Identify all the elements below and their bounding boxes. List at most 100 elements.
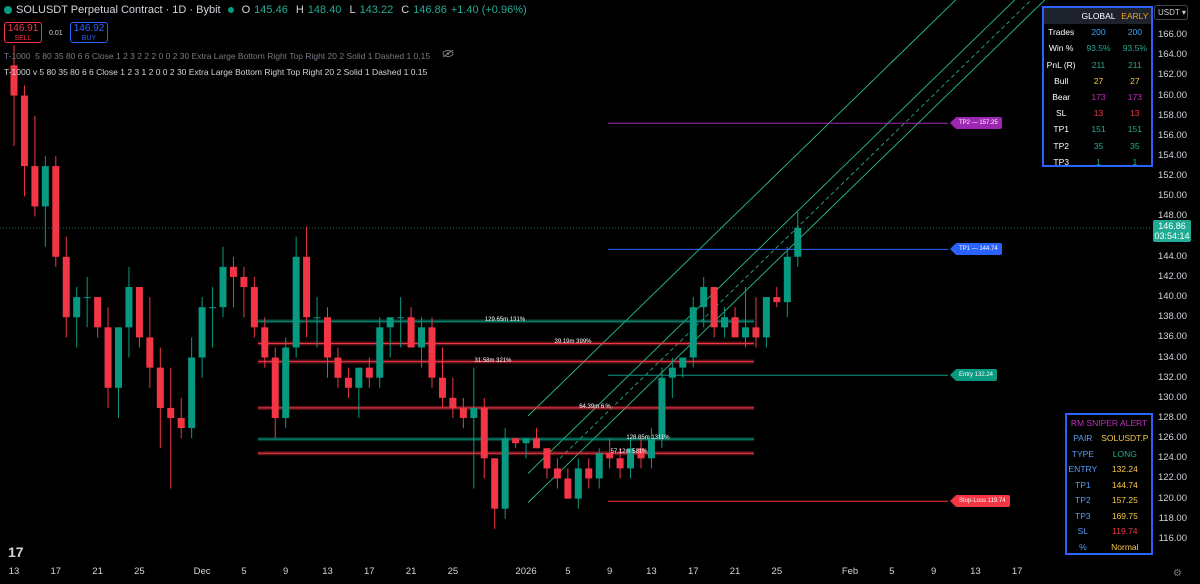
time-tick-label: 5 (565, 566, 571, 577)
candle-body (397, 317, 405, 319)
price-tick-label: 128.00 (1157, 412, 1187, 423)
time-tick-label: 17 (687, 566, 699, 577)
hidden-eye-icon[interactable] (442, 49, 454, 58)
price-tick-label: 166.00 (1157, 29, 1187, 41)
alert-row-label: TP2 (1075, 495, 1091, 506)
candle-body (512, 438, 520, 444)
price-tick-label: 116.00 (1158, 532, 1187, 544)
candle-body (533, 438, 540, 449)
time-tick-label: 9 (930, 566, 937, 577)
candle-body (438, 377, 446, 398)
buy-label: BUY (81, 35, 97, 42)
candle-body (762, 297, 770, 338)
currency-selector[interactable]: USDT ▾ (1154, 5, 1188, 20)
time-tick-label: 21 (729, 566, 741, 577)
price-tick-label: 164.00 (1157, 49, 1187, 61)
stats-row-label: TP2 (1053, 140, 1069, 151)
stats-global-value: 151 (1091, 124, 1106, 135)
alert-row-label: SL (1077, 526, 1089, 537)
stats-global-value: 1 (1096, 156, 1101, 167)
candle-body (491, 458, 499, 509)
candle-body (198, 307, 206, 358)
candle-body (616, 458, 624, 469)
time-tick-label: 13 (322, 566, 333, 577)
alert-row-value: 119.74 (1112, 526, 1138, 537)
stats-early-value: 211 (1128, 59, 1142, 70)
volume-zone-label: 64.39m 6 % (579, 403, 611, 410)
stats-global-value: 13 (1093, 108, 1104, 119)
time-tick-label: 9 (283, 566, 289, 577)
live-dot (227, 7, 234, 13)
time-tick-label: Feb (841, 566, 859, 577)
buy-price: 146.92 (73, 23, 105, 34)
symbol-title[interactable]: SOLUSDT Perpetual Contract · 1D · Bybit (16, 4, 221, 16)
high-label: H (295, 4, 304, 16)
price-tick-label: 150.00 (1157, 190, 1187, 202)
candle-body (407, 317, 415, 348)
volume-zone-label: 128.85m 1311% (626, 435, 670, 442)
alert-row-value: Normal (1111, 541, 1139, 552)
stats-row: Bull 27 27 (1044, 73, 1151, 89)
stats-early-value: 35 (1130, 140, 1140, 151)
candle-body (543, 448, 551, 469)
candle-body (480, 407, 488, 459)
time-tick-label: 17 (1011, 566, 1023, 577)
candle-body (62, 256, 70, 318)
stats-row-label: SL (1055, 108, 1067, 119)
time-tick-label: 25 (447, 566, 459, 577)
bar-countdown: 03:54:14 (1154, 231, 1190, 241)
price-tick-label: 132.00 (1157, 371, 1187, 383)
candle-body (595, 453, 603, 479)
tradingview-logo[interactable]: 17 (8, 544, 24, 560)
stats-early-value: 1 (1132, 156, 1138, 167)
stats-row: PnL (R) 211 211 (1044, 57, 1151, 73)
stats-row-label: Bear (1052, 92, 1071, 103)
price-chart[interactable] (0, 0, 1152, 562)
candle-body (303, 256, 311, 318)
sell-button[interactable]: 146.91 SELL (4, 22, 42, 43)
settings-gear-icon[interactable]: ⚙ (1173, 568, 1182, 579)
candle-body (344, 377, 352, 388)
candle-body (10, 65, 18, 96)
indicator-legend-2[interactable]: T-1000 v 5 80 35 80 6 6 Close 1 2 3 1 2 … (4, 67, 428, 77)
indicator-legend-1[interactable]: T-1000 5 80 35 80 6 6 Close 1 2 3 2 2 2 … (4, 51, 431, 61)
stats-early-value: 27 (1130, 75, 1140, 86)
close-value: 146.86 (413, 4, 447, 16)
stats-row-label: Bull (1054, 75, 1069, 86)
candle-body (783, 256, 791, 303)
stats-row-label: TP3 (1053, 156, 1069, 167)
low-label: L (349, 4, 356, 16)
candle-body (449, 397, 457, 408)
stats-row: TP2 35 35 (1044, 138, 1151, 154)
time-tick-label: 13 (646, 566, 657, 577)
candle-body (752, 327, 760, 338)
candle-body (773, 297, 781, 303)
spread-value: 0.01 (49, 30, 63, 37)
alert-title: RM SNIPER ALERT (1070, 417, 1148, 428)
candle-body (418, 327, 426, 348)
stats-early-value: 93.5% (1122, 43, 1147, 54)
sniper-alert-panel: RM SNIPER ALERT PAIR SOLUSDT.P TYPE LONG ENT… (1065, 413, 1153, 555)
candle-body (553, 468, 561, 479)
candle-body (292, 256, 300, 348)
candle-body (334, 357, 342, 378)
candle-body (679, 357, 687, 368)
volume-zone-label: 39.19m 399% (554, 339, 592, 346)
candle-body (250, 287, 258, 328)
time-tick-label: 21 (405, 566, 417, 577)
alert-row-value: 144.74 (1111, 479, 1138, 490)
alert-row: PAIR SOLUSDT.P (1067, 431, 1151, 447)
candle-body (470, 407, 478, 419)
buy-button[interactable]: 146.92 BUY (70, 22, 108, 43)
sell-price: 146.91 (7, 23, 39, 34)
price-tick-label: 120.00 (1157, 492, 1187, 504)
price-tick-label: 122.00 (1157, 472, 1187, 484)
candle-body (177, 418, 185, 429)
price-tick-label: 118.00 (1158, 512, 1187, 524)
candle-body (20, 95, 28, 167)
stats-row: Win % 93.5% 93.5% (1044, 40, 1151, 56)
alert-row-label: TP3 (1075, 510, 1091, 521)
candle-body (104, 327, 112, 388)
stats-early-value: 151 (1127, 124, 1142, 135)
candle-body (156, 367, 164, 408)
